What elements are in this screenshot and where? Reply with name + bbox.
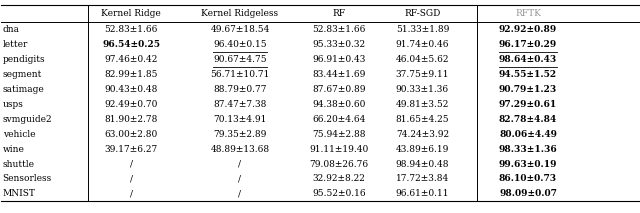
Text: 91.74±0.46: 91.74±0.46 [396,40,449,49]
Text: usps: usps [3,100,24,109]
Text: 82.78±4.84: 82.78±4.84 [499,115,557,124]
Text: Sensorless: Sensorless [3,174,52,183]
Text: 90.43±0.48: 90.43±0.48 [104,85,158,94]
Text: 83.44±1.69: 83.44±1.69 [312,70,366,79]
Text: 92.49±0.70: 92.49±0.70 [104,100,158,109]
Text: 32.92±8.22: 32.92±8.22 [313,174,365,183]
Text: 37.75±9.11: 37.75±9.11 [396,70,449,79]
Text: 46.04±5.62: 46.04±5.62 [396,55,449,64]
Text: 96.40±0.15: 96.40±0.15 [213,40,267,49]
Text: 98.09±0.07: 98.09±0.07 [499,189,557,198]
Text: 49.67±18.54: 49.67±18.54 [211,25,269,34]
Text: /: / [130,160,132,168]
Text: 97.46±0.42: 97.46±0.42 [104,55,158,64]
Text: 97.29±0.61: 97.29±0.61 [499,100,557,109]
Text: 80.06±4.49: 80.06±4.49 [499,130,557,139]
Text: 66.20±4.64: 66.20±4.64 [312,115,366,124]
Text: vehicle: vehicle [3,130,35,139]
Text: RFTK: RFTK [515,9,541,18]
Text: 98.33±1.36: 98.33±1.36 [499,145,557,154]
Text: 79.08±26.76: 79.08±26.76 [310,160,369,168]
Text: 96.61±0.11: 96.61±0.11 [396,189,449,198]
Text: shuttle: shuttle [3,160,35,168]
Text: 75.94±2.88: 75.94±2.88 [312,130,366,139]
Text: Kernel Ridge: Kernel Ridge [101,9,161,18]
Text: 98.64±0.43: 98.64±0.43 [499,55,557,64]
Text: 87.47±7.38: 87.47±7.38 [213,100,267,109]
Text: MNIST: MNIST [3,189,35,198]
Text: 56.71±10.71: 56.71±10.71 [211,70,269,79]
Text: 90.67±4.75: 90.67±4.75 [213,55,267,64]
Text: 39.17±6.27: 39.17±6.27 [104,145,158,154]
Text: 70.13±4.91: 70.13±4.91 [213,115,267,124]
Text: /: / [130,174,132,183]
Text: 92.92±0.89: 92.92±0.89 [499,25,557,34]
Text: 81.65±4.25: 81.65±4.25 [396,115,449,124]
Text: 98.94±0.48: 98.94±0.48 [396,160,449,168]
Text: 99.63±0.19: 99.63±0.19 [499,160,557,168]
Text: 96.17±0.29: 96.17±0.29 [499,40,557,49]
Text: 51.33±1.89: 51.33±1.89 [396,25,449,34]
Text: /: / [239,189,241,198]
Text: 17.72±3.84: 17.72±3.84 [396,174,449,183]
Text: 90.33±1.36: 90.33±1.36 [396,85,449,94]
Text: 95.33±0.32: 95.33±0.32 [312,40,366,49]
Text: svmguide2: svmguide2 [3,115,52,124]
Text: pendigits: pendigits [3,55,45,64]
Text: 43.89±6.19: 43.89±6.19 [396,145,449,154]
Text: wine: wine [3,145,24,154]
Text: /: / [130,189,132,198]
Text: /: / [239,160,241,168]
Text: 48.89±13.68: 48.89±13.68 [211,145,269,154]
Text: 96.54±0.25: 96.54±0.25 [102,40,160,49]
Text: RF: RF [333,9,346,18]
Text: 94.55±1.52: 94.55±1.52 [499,70,557,79]
Text: 52.83±1.66: 52.83±1.66 [312,25,366,34]
Text: Kernel Ridgeless: Kernel Ridgeless [202,9,278,18]
Text: 74.24±3.92: 74.24±3.92 [396,130,449,139]
Text: 52.83±1.66: 52.83±1.66 [104,25,158,34]
Text: 94.38±0.60: 94.38±0.60 [312,100,366,109]
Text: 49.81±3.52: 49.81±3.52 [396,100,449,109]
Text: RF-SGD: RF-SGD [404,9,440,18]
Text: 91.11±19.40: 91.11±19.40 [310,145,369,154]
Text: 86.10±0.73: 86.10±0.73 [499,174,557,183]
Text: 88.79±0.77: 88.79±0.77 [213,85,267,94]
Text: 95.52±0.16: 95.52±0.16 [312,189,366,198]
Text: 96.91±0.43: 96.91±0.43 [312,55,366,64]
Text: 81.90±2.78: 81.90±2.78 [104,115,158,124]
Text: 90.79±1.23: 90.79±1.23 [499,85,557,94]
Text: 63.00±2.80: 63.00±2.80 [104,130,158,139]
Text: dna: dna [3,25,20,34]
Text: letter: letter [3,40,28,49]
Text: segment: segment [3,70,42,79]
Text: 79.35±2.89: 79.35±2.89 [213,130,267,139]
Text: satimage: satimage [3,85,44,94]
Text: /: / [239,174,241,183]
Text: 82.99±1.85: 82.99±1.85 [104,70,158,79]
Text: 87.67±0.89: 87.67±0.89 [312,85,366,94]
